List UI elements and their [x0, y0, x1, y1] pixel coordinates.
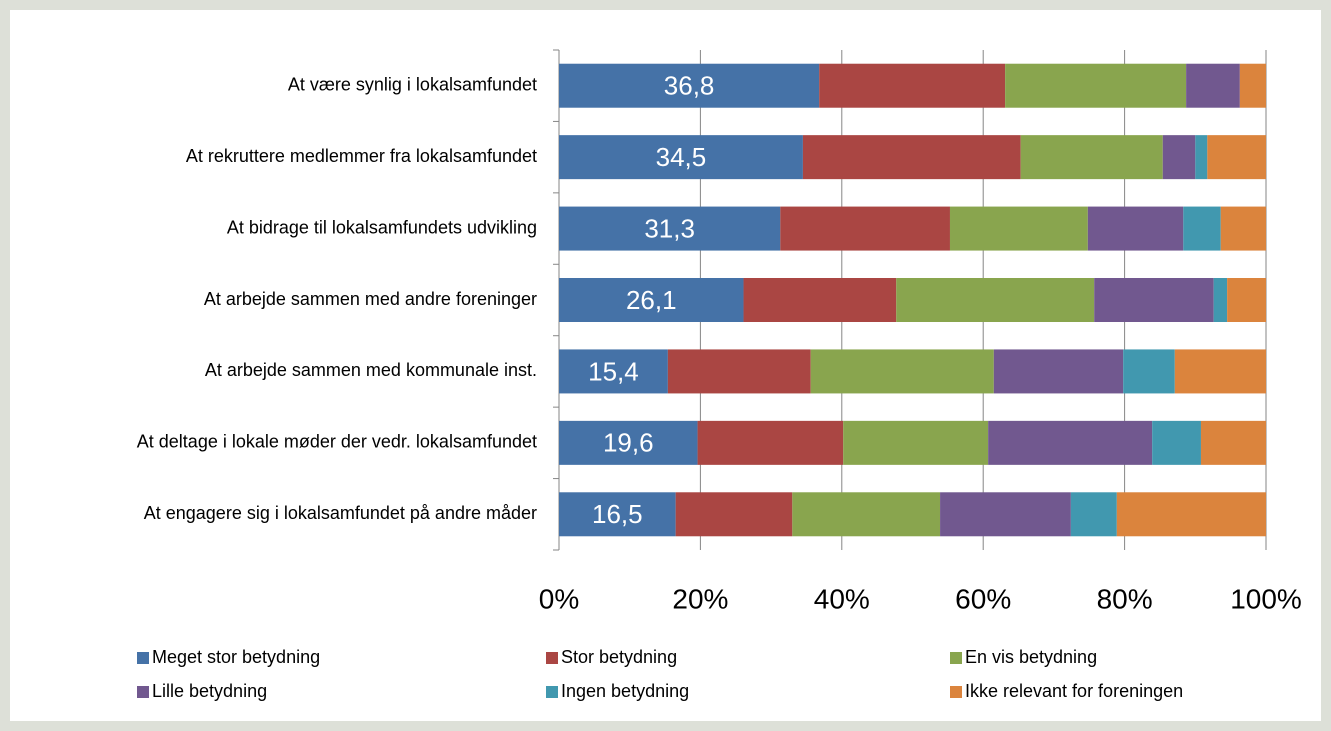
y-tick-label: At arbejde sammen med andre foreninger: [204, 289, 537, 309]
data-label: 16,5: [592, 499, 643, 529]
data-label: 36,8: [664, 71, 715, 101]
bar-segment: [743, 278, 897, 322]
bar-segment: [792, 492, 941, 537]
x-tick-label: 40%: [814, 583, 870, 614]
bar-segment: [780, 206, 950, 251]
bar-segment: [1213, 278, 1228, 322]
bar-segment: [1162, 135, 1196, 180]
bar-segment: [802, 135, 1021, 180]
bar-segment: [949, 206, 1088, 251]
legend-swatch: [950, 686, 962, 698]
bar-segment: [559, 278, 744, 322]
x-tick-label: 60%: [955, 583, 1011, 614]
x-tick-label: 0%: [539, 583, 579, 614]
bar-segment: [1200, 420, 1266, 465]
data-label: 34,5: [656, 142, 707, 172]
bar-segment: [559, 492, 676, 537]
legend-swatch: [950, 652, 962, 664]
bar-segment: [988, 420, 1153, 465]
bar-segment: [1005, 63, 1187, 108]
y-tick-label: At bidrage til lokalsamfundets udvikling: [227, 217, 537, 237]
bar-segment: [843, 420, 989, 465]
bar-segment: [1094, 278, 1214, 322]
bar-segment: [810, 349, 994, 394]
y-tick-label: At deltage i lokale møder der vedr. loka…: [137, 432, 537, 452]
bar-segment: [1020, 135, 1163, 180]
bar-segment: [1227, 278, 1266, 322]
bar-segment: [993, 349, 1124, 394]
bar-segment: [559, 206, 781, 251]
x-tick-label: 80%: [1097, 583, 1153, 614]
legend-swatch: [137, 686, 149, 698]
data-label: 15,4: [588, 356, 639, 386]
legend-label: Meget stor betydning: [152, 647, 320, 667]
bar-segment: [1239, 63, 1266, 108]
legend-label: En vis betydning: [965, 647, 1097, 667]
x-tick-label: 20%: [672, 583, 728, 614]
bar-segment: [940, 492, 1071, 537]
bar-segment: [1070, 492, 1117, 537]
bar-segment: [819, 63, 1006, 108]
legend-label: Ikke relevant for foreningen: [965, 681, 1183, 701]
data-label: 26,1: [626, 285, 677, 315]
x-tick-label: 100%: [1230, 583, 1302, 614]
bar-segment: [1123, 349, 1175, 394]
bar-segment: [559, 63, 820, 108]
bar-segment: [1220, 206, 1266, 251]
bar-segment: [667, 349, 811, 394]
legend-label: Stor betydning: [561, 647, 677, 667]
bar-segment: [1087, 206, 1184, 251]
bar-segment: [697, 420, 844, 465]
data-label: 19,6: [603, 428, 654, 458]
bar-segment: [559, 349, 668, 394]
legend-swatch: [546, 652, 558, 664]
bar-segment: [1186, 63, 1240, 108]
bar-segment: [1116, 492, 1266, 537]
legend-label: Ingen betydning: [561, 681, 689, 701]
bar-segment: [896, 278, 1095, 322]
bar-segment: [675, 492, 793, 537]
bar-segment: [1207, 135, 1266, 180]
y-tick-label: At arbejde sammen med kommunale inst.: [205, 360, 537, 380]
bar-segment: [1152, 420, 1201, 465]
bar-segment: [1183, 206, 1221, 251]
legend-label: Lille betydning: [152, 681, 267, 701]
bar-segment: [559, 420, 698, 465]
y-tick-label: At rekruttere medlemmer fra lokalsamfund…: [186, 146, 537, 166]
y-tick-label: At være synlig i lokalsamfundet: [288, 74, 537, 94]
legend-swatch: [546, 686, 558, 698]
data-label: 31,3: [644, 213, 695, 243]
y-tick-label: At engagere sig i lokalsamfundet på andr…: [144, 503, 537, 523]
bar-segment: [1195, 135, 1208, 180]
bar-segment: [559, 135, 803, 180]
bar-segment: [1174, 349, 1266, 394]
legend-swatch: [137, 652, 149, 664]
